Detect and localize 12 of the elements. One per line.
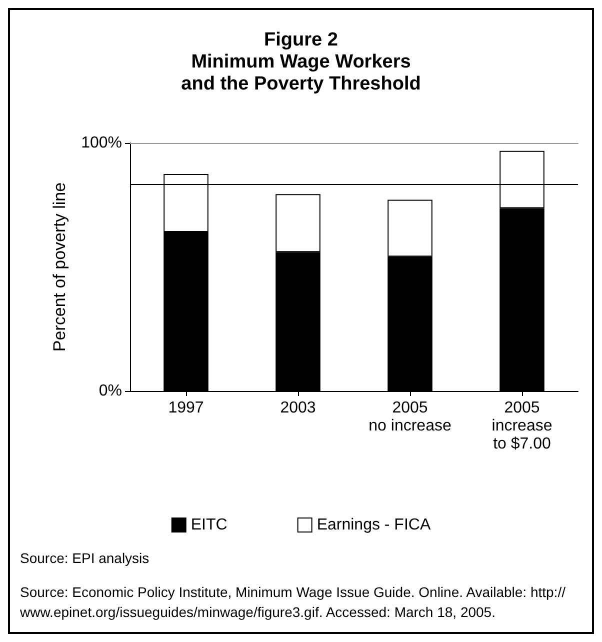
x-tick-label: 2003 (280, 400, 316, 416)
source-note: Source: Economic Policy Institute, Minimum Wage Issue Guide. Online. Available: http://www.epinet.org/issueguides/minwage/figure3.gif. Accessed: March 18, 2005. (19, 584, 566, 620)
x-tick-label: 1997 (168, 400, 204, 416)
x-tick-label: 2005 increase to $7.00 (492, 400, 552, 452)
legend-label: Earnings - FICA (316, 516, 431, 534)
y-tick-label: 100% (81, 134, 122, 152)
x-tick-label: 2005 no increase (368, 400, 452, 434)
y-axis-title: Percent of poverty line (50, 182, 69, 352)
source-note: Source: EPI analysis (20, 550, 150, 566)
y-tick-label: 0% (98, 382, 122, 400)
chart-title: Figure 2 Minimum Wage Workers and the Poverty Threshold (181, 30, 421, 94)
legend-label: EITC (190, 516, 228, 534)
